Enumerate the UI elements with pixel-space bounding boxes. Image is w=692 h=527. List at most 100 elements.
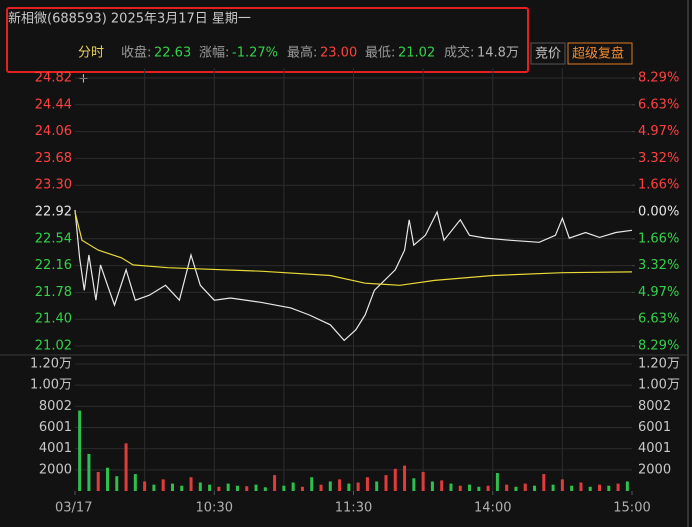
y-tick-label: 22.92 (35, 205, 72, 220)
value: 21.02 (398, 46, 435, 61)
volume-bar (523, 483, 527, 491)
volume-bar (328, 481, 332, 491)
volume-bar (551, 484, 555, 491)
label: 最高: (287, 45, 317, 61)
volume-bar (365, 477, 369, 491)
volume-bar (560, 479, 564, 491)
volume-bar (310, 477, 314, 491)
volume-bar (245, 486, 249, 491)
highlight-box (6, 7, 529, 73)
volume-bar (616, 483, 620, 491)
y-tick-label: 21.78 (35, 285, 72, 300)
volume-bar (235, 485, 239, 491)
volume-bar (291, 482, 295, 491)
y2-tick-label: 0.00% (638, 205, 679, 220)
volume-bar (375, 481, 379, 491)
x-tick-label: 15:00 (613, 501, 650, 516)
y-tick-label: 22.16 (35, 258, 72, 273)
replay-button[interactable] (567, 42, 633, 65)
y-tick-label: 2000 (39, 462, 72, 477)
y-tick-label: 1.20万 (30, 357, 72, 372)
label: 最低: (365, 46, 395, 61)
volume-bar (273, 475, 277, 491)
y2-tick-label: 4.97% (638, 285, 679, 300)
volume-bar (198, 482, 202, 491)
volume-bar (217, 486, 221, 491)
volume-bar (208, 484, 212, 491)
y-tick-label: 24.82 (35, 71, 72, 86)
y2-tick-label: 4001 (638, 441, 671, 456)
y2-tick-label: 8.29% (638, 339, 679, 354)
volume-bar (161, 479, 165, 491)
volume-bar (226, 483, 230, 491)
y-tick-label: 23.30 (35, 178, 72, 193)
y2-tick-label: 1.00万 (638, 378, 680, 393)
y2-tick-label: 4.97% (638, 124, 679, 139)
volume-bar (96, 471, 100, 491)
volume-bar (384, 475, 388, 491)
y2-tick-label: 1.20万 (638, 357, 680, 372)
volume-bar (458, 485, 462, 491)
label: 收盘: (121, 45, 151, 61)
x-tick-label: 10:30 (196, 501, 233, 516)
value: 22.63 (154, 46, 191, 61)
x-tick-label: 03/17 (55, 501, 92, 516)
y-tick-label: 8002 (39, 399, 72, 414)
volume-bar (449, 483, 453, 491)
volume-bar (579, 482, 583, 491)
y-tick-label: 24.06 (35, 124, 72, 139)
price-line (74, 211, 633, 286)
volume-bar (421, 471, 425, 491)
auction-button[interactable] (530, 42, 566, 65)
volume-bar (356, 482, 360, 491)
replay-button-label[interactable]: 超级复盘 (572, 46, 624, 62)
x-tick-label: 14:00 (474, 501, 511, 516)
volume-bar (588, 486, 592, 491)
volume-bar (87, 453, 91, 491)
volume-bar (570, 485, 574, 491)
volume-bar (477, 486, 481, 491)
tab-label[interactable]: 分时 (78, 46, 104, 61)
y-tick-label: 22.54 (35, 231, 72, 246)
volume-bar (115, 476, 119, 491)
y-tick-label: 6001 (39, 420, 72, 435)
volume-bar (393, 468, 397, 491)
y-tick-label: 1.00万 (30, 378, 72, 393)
volume-bar (143, 481, 147, 491)
y-tick-label: 24.44 (35, 97, 72, 112)
volume-bar (133, 474, 137, 491)
auction-button-label[interactable]: 竞价 (535, 46, 561, 62)
y2-tick-label: 1.66% (638, 178, 679, 193)
volume-bar (514, 486, 518, 491)
crosshair-icon: + (78, 72, 89, 87)
y2-tick-label: 3.32% (638, 151, 679, 166)
y-tick-label: 21.40 (35, 312, 72, 327)
volume-bar (598, 484, 602, 491)
y-tick-label: 23.68 (35, 151, 72, 166)
value: 14.8万 (477, 46, 519, 61)
y2-tick-label: 2000 (638, 462, 671, 477)
volume-bar (124, 443, 128, 491)
volume-bar (254, 484, 258, 491)
volume-bar (338, 479, 342, 491)
value: -1.27% (232, 46, 278, 61)
volume-bar (440, 480, 444, 491)
stock-title: 新相微(688593) 2025年3月17日 星期一 (8, 11, 251, 27)
volume-bar (189, 477, 193, 491)
volume-bar (105, 467, 109, 491)
y2-tick-label: 6001 (638, 420, 671, 435)
volume-bar (495, 473, 499, 491)
volume-bar (263, 487, 267, 491)
volume-bar (542, 474, 546, 491)
volume-bar (533, 485, 537, 491)
volume-bar (170, 483, 174, 491)
volume-bar (505, 484, 509, 491)
volume-bar (468, 484, 472, 491)
label: 涨幅: (199, 46, 229, 61)
y2-tick-label: 1.66% (638, 231, 679, 246)
y2-tick-label: 8.29% (638, 71, 679, 86)
y2-tick-label: 3.32% (638, 258, 679, 273)
